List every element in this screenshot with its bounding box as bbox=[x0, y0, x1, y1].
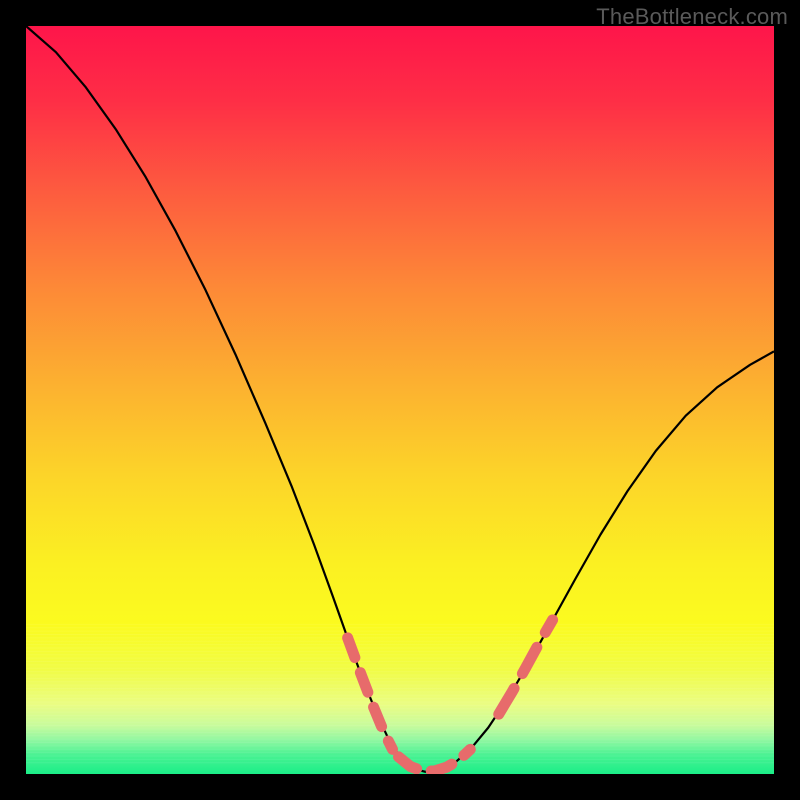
gradient-chart-svg bbox=[26, 26, 774, 774]
plot-area bbox=[26, 26, 774, 774]
chart-frame: TheBottleneck.com bbox=[0, 0, 800, 800]
